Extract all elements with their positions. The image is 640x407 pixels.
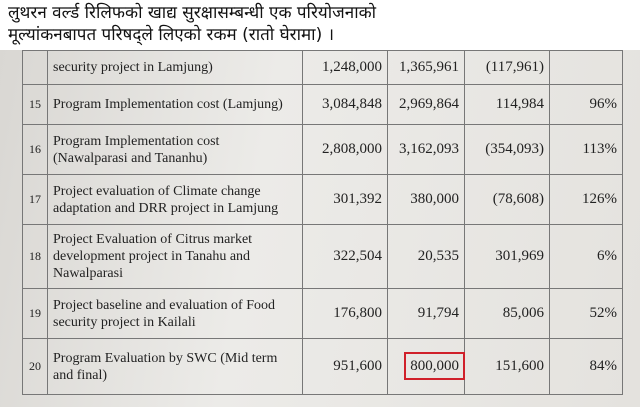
cell-text: 800,000 — [404, 352, 465, 380]
table-cell: 113% — [549, 124, 623, 175]
table-cell: (78,608) — [464, 174, 550, 225]
table-cell: 2,808,000 — [302, 124, 388, 175]
budget-table: security project in Lamjung) 1,248,000 1,3… — [22, 50, 623, 395]
cell-text: 96% — [589, 96, 618, 112]
cell-text: 18 — [29, 249, 41, 263]
table-cell: Project Evaluation of Citrus market deve… — [47, 224, 303, 289]
caption: लुथरन वर्ल्ड रिलिफको खाद्य सुरक्षासम्बन्… — [8, 2, 628, 46]
cell-text: Project evaluation of Climate change ada… — [53, 183, 279, 216]
cell-text: 2,969,864 — [399, 96, 459, 112]
table-cell: security project in Lamjung) — [47, 50, 303, 85]
cell-text: 16 — [29, 142, 41, 156]
cell-text: 151,600 — [495, 358, 544, 374]
table-cell: 3,162,093 — [387, 124, 465, 175]
cell-text: 85,006 — [502, 305, 544, 321]
table-cell — [549, 50, 623, 85]
table-cell: 85,006 — [464, 288, 550, 339]
table-cell: 151,600 — [464, 338, 550, 395]
table-cell: 301,969 — [464, 224, 550, 289]
cell-text: Program Evaluation by SWC (Mid term and … — [53, 350, 278, 383]
table-cell: 176,800 — [302, 288, 388, 339]
table-cell: 114,984 — [464, 84, 550, 125]
table-row: 18 Project Evaluation of Citrus market de… — [22, 224, 623, 289]
table-cell: 17 — [22, 174, 48, 225]
cell-text: 84% — [589, 358, 618, 374]
table-cell: (354,093) — [464, 124, 550, 175]
table-cell — [22, 50, 48, 85]
cell-text: 52% — [589, 305, 618, 321]
cell-text: 113% — [582, 141, 617, 157]
cell-text: 126% — [582, 191, 617, 207]
table-row: 17 Project evaluation of Climate change a… — [22, 174, 623, 225]
table-cell: 6% — [549, 224, 623, 289]
cell-text: security project in Lamjung) — [53, 60, 213, 75]
table-cell: Project evaluation of Climate change ada… — [47, 174, 303, 225]
table-cell: 91,794 — [387, 288, 465, 339]
table-cell: 20,535 — [387, 224, 465, 289]
table-cell: 1,248,000 — [302, 50, 388, 85]
cell-text: 301,969 — [495, 248, 544, 264]
table-cell: 301,392 — [302, 174, 388, 225]
cell-text: 951,600 — [333, 358, 382, 374]
table-cell: Program Implementation cost (Nawalparasi… — [47, 124, 303, 175]
table-cell: 1,365,961 — [387, 50, 465, 85]
cell-text: 301,392 — [333, 191, 382, 207]
caption-line: लुथरन वर्ल्ड रिलिफको खाद्य सुरक्षासम्बन्… — [8, 3, 377, 23]
cell-text: 17 — [29, 192, 41, 206]
table-cell: 3,084,848 — [302, 84, 388, 125]
cell-text: 2,808,000 — [322, 141, 382, 157]
table-cell: 800,000 — [387, 338, 465, 395]
document-photo: security project in Lamjung) 1,248,000 1,3… — [0, 50, 640, 407]
table-cell: 951,600 — [302, 338, 388, 395]
cell-text: (117,961) — [485, 59, 544, 75]
table-cell: 20 — [22, 338, 48, 395]
table-cell: 16 — [22, 124, 48, 175]
cell-text: 3,084,848 — [322, 96, 382, 112]
caption-line: मूल्यांकनबापत परिषद्ले लिएको रकम (रातो घ… — [8, 25, 335, 45]
table-cell: 19 — [22, 288, 48, 339]
cell-text: 19 — [29, 306, 41, 320]
cell-text: Program Implementation cost (Lamjung) — [53, 97, 283, 112]
table-cell: 96% — [549, 84, 623, 125]
cell-text: Project Evaluation of Citrus market deve… — [53, 232, 253, 281]
cell-text: Project baseline and evaluation of Food … — [53, 297, 275, 330]
cell-text: 1,248,000 — [322, 59, 382, 75]
table-cell: 18 — [22, 224, 48, 289]
table-cell: Project baseline and evaluation of Food … — [47, 288, 303, 339]
cell-text: 91,794 — [417, 305, 459, 321]
table-cell: 126% — [549, 174, 623, 225]
table-cell: 380,000 — [387, 174, 465, 225]
cell-text: 6% — [597, 248, 617, 264]
table-cell: 322,504 — [302, 224, 388, 289]
table-row: 15 Program Implementation cost (Lamjung) 3… — [22, 84, 623, 125]
cell-text: 15 — [29, 97, 41, 111]
cell-text: (354,093) — [485, 141, 544, 157]
table-cell: 2,969,864 — [387, 84, 465, 125]
table-cell: 84% — [549, 338, 623, 395]
cell-text: 322,504 — [333, 248, 382, 264]
table-row: 19 Project baseline and evaluation of Foo… — [22, 288, 623, 339]
table-cell: (117,961) — [464, 50, 550, 85]
cell-text: 114,984 — [495, 96, 544, 112]
table-cell: Program Implementation cost (Lamjung) — [47, 84, 303, 125]
cell-text: 1,365,961 — [399, 59, 459, 75]
cell-text: (78,608) — [492, 191, 544, 207]
cell-text: Program Implementation cost (Nawalparasi… — [53, 133, 220, 166]
table-cell: 52% — [549, 288, 623, 339]
table-row: 20 Program Evaluation by SWC (Mid term an… — [22, 338, 623, 395]
cell-text: 3,162,093 — [399, 141, 459, 157]
cell-text: 20 — [29, 359, 41, 373]
table-cell: 15 — [22, 84, 48, 125]
table-row: security project in Lamjung) 1,248,000 1,3… — [22, 50, 623, 85]
table-cell: Program Evaluation by SWC (Mid term and … — [47, 338, 303, 395]
cell-text: 20,535 — [417, 248, 459, 264]
table-row: 16 Program Implementation cost (Nawalpara… — [22, 124, 623, 175]
cell-text: 176,800 — [333, 305, 382, 321]
cell-text: 380,000 — [410, 191, 459, 207]
